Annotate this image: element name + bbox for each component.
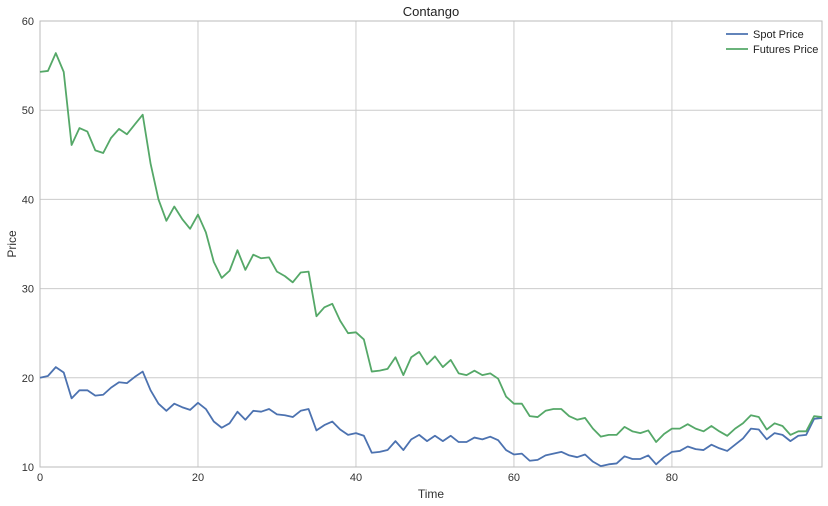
series-line-futures-price [39,52,823,443]
y-axis-label: Price [5,230,19,258]
legend-label: Spot Price [753,29,804,41]
x-tick-labels: 0 20 40 60 80 [37,472,678,484]
y-tick-labels: 10 20 30 40 50 60 [22,16,34,474]
legend: Spot Price Futures Price [726,29,818,56]
x-axis-label: Time [418,487,445,501]
series-layer [39,52,823,468]
y-tick-label: 50 [22,105,34,117]
x-tick-label: 20 [192,472,204,484]
y-tick-label: 10 [22,462,34,474]
x-tick-label: 0 [37,472,43,484]
plot-frame [39,20,823,468]
chart-title: Contango [403,4,459,19]
series-line-spot-price [39,366,823,468]
y-tick-label: 30 [22,284,34,296]
legend-label: Futures Price [753,44,818,56]
grid-lines [39,20,823,468]
y-tick-label: 40 [22,194,34,206]
x-tick-label: 80 [666,472,678,484]
y-tick-label: 60 [22,16,34,28]
x-tick-label: 40 [350,472,362,484]
x-tick-label: 60 [508,472,520,484]
y-tick-label: 20 [22,373,34,385]
